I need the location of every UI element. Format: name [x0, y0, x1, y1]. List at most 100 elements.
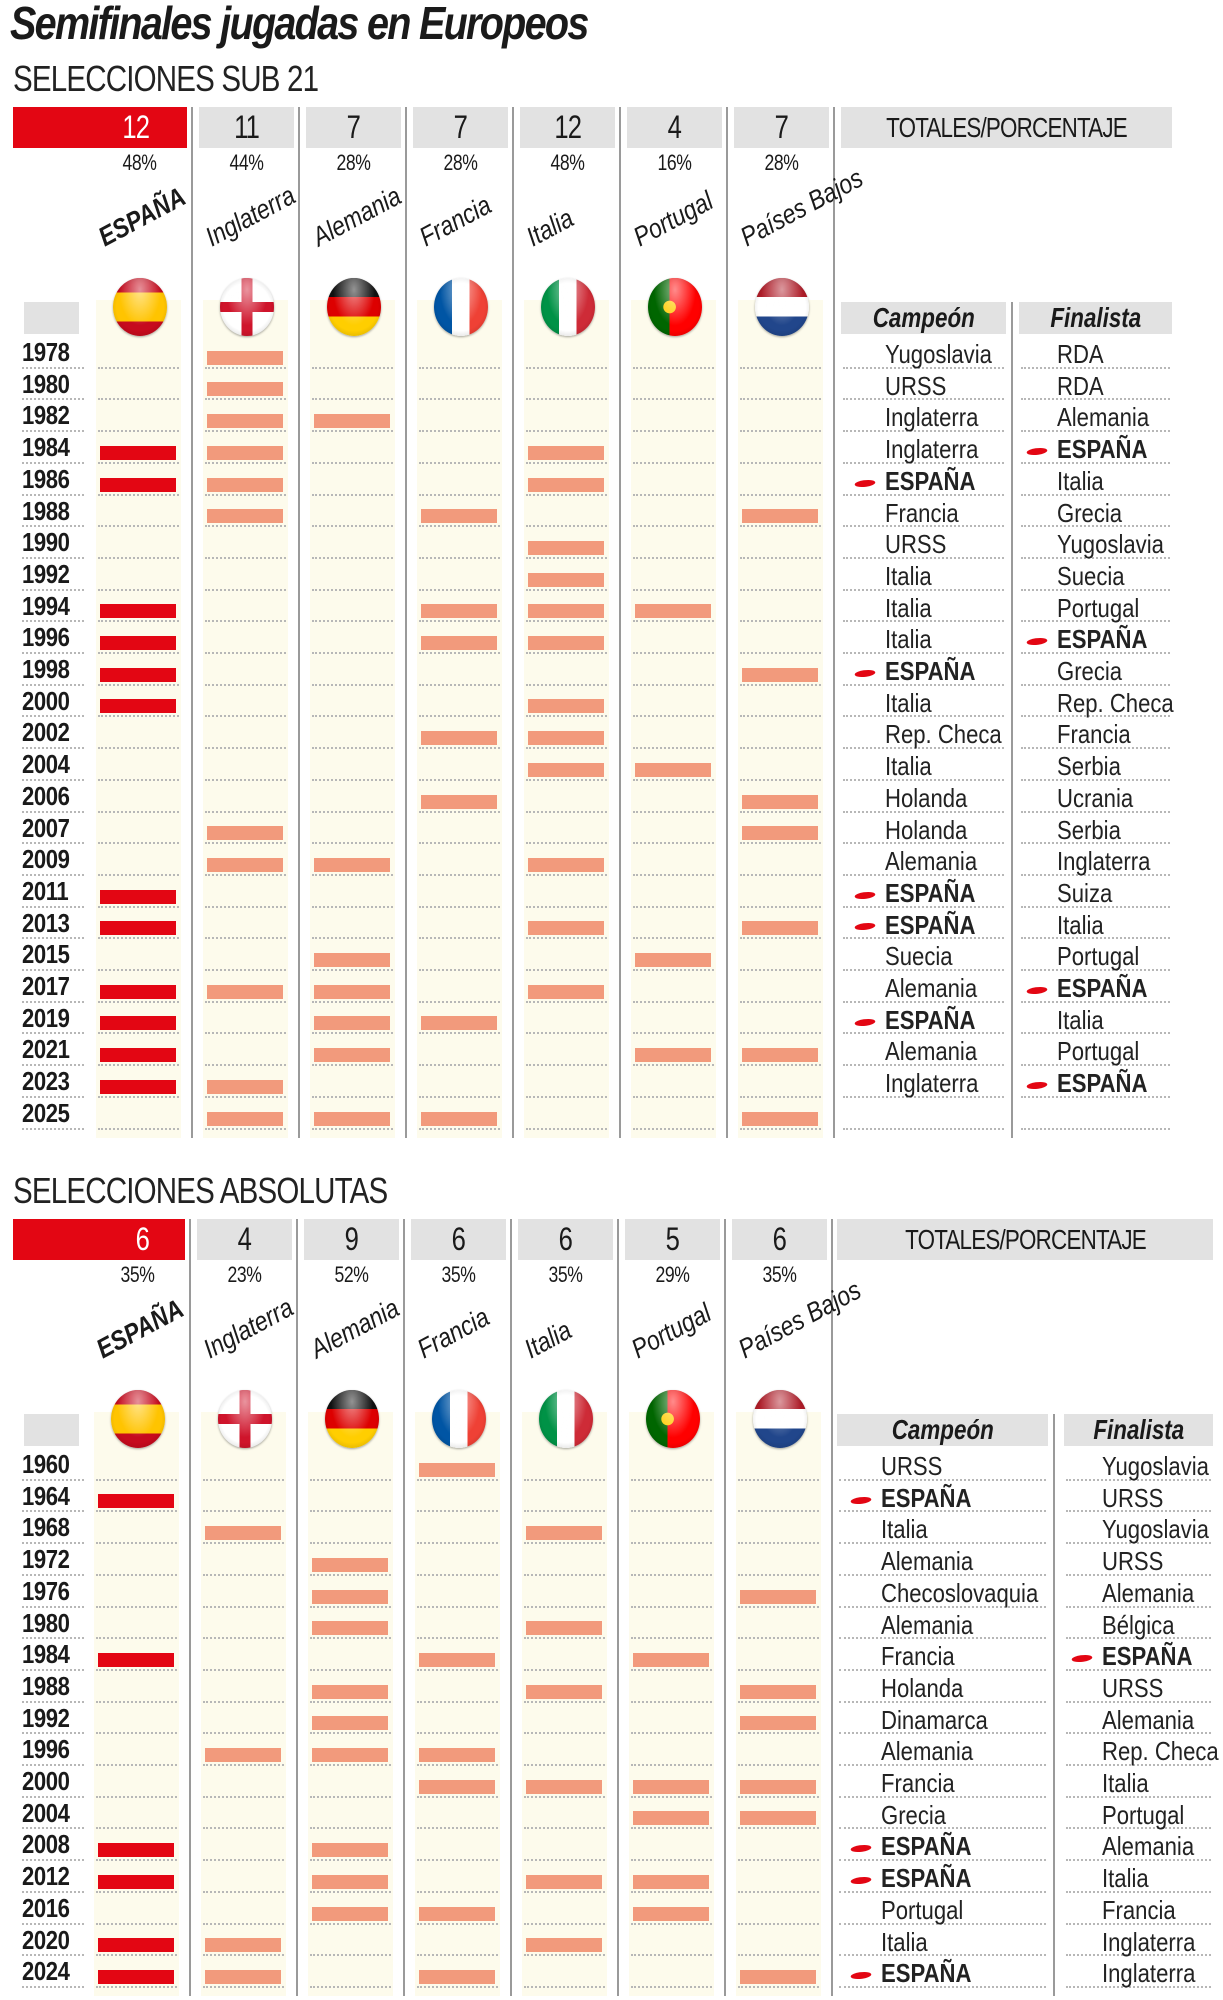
semifinal-bar-team [525, 1938, 602, 1953]
champion-name: ESPAÑA [881, 1863, 972, 1894]
total-box-5: 5 [625, 1219, 720, 1260]
semifinal-bar-team [206, 857, 283, 872]
row-divider [203, 1510, 284, 1513]
row-divider [312, 778, 393, 781]
row-divider [419, 683, 500, 686]
champion-name: Holanda [881, 1672, 964, 1703]
row-divider [1021, 1064, 1170, 1067]
row-divider [312, 366, 393, 369]
row-divider [1021, 778, 1170, 781]
row-divider [526, 937, 607, 940]
row-divider [633, 652, 714, 654]
row-divider [22, 1127, 84, 1130]
finalist-name: Francia [1057, 719, 1131, 750]
year-label: 1980 [22, 368, 70, 399]
row-divider [312, 652, 393, 654]
team-label: Inglaterra [200, 180, 301, 253]
row-divider [738, 1637, 819, 1640]
team-label: Portugal [628, 185, 719, 253]
year-label: 2016 [22, 1892, 70, 1923]
year-label: 2004 [22, 749, 70, 780]
row-divider [1021, 842, 1170, 845]
row-divider [205, 873, 286, 876]
row-divider [22, 747, 84, 750]
row-divider [96, 1510, 177, 1513]
row-divider [22, 1637, 84, 1640]
row-divider [526, 810, 607, 813]
row-divider [740, 715, 821, 718]
row-divider [526, 1064, 607, 1067]
finalist-name: Italia [1057, 465, 1104, 496]
year-label: 1992 [22, 1702, 70, 1733]
row-divider [843, 1032, 1004, 1035]
row-divider [1021, 1000, 1170, 1003]
row-divider [205, 1032, 286, 1035]
row-divider [843, 1127, 1004, 1130]
row-divider [633, 905, 714, 908]
row-divider [419, 873, 500, 876]
row-divider [843, 969, 1004, 971]
finalist-name: Yugoslavia [1102, 1451, 1209, 1481]
row-divider [205, 620, 286, 623]
row-divider [839, 1954, 1046, 1957]
champion-name: Inglaterra [885, 1068, 979, 1099]
semifinal-bar-team [311, 1716, 388, 1731]
row-divider [205, 1095, 286, 1098]
row-divider [843, 810, 1004, 813]
row-divider [839, 1542, 1046, 1545]
semifinal-bar-team [527, 477, 604, 492]
row-divider [205, 778, 286, 781]
row-divider [1021, 937, 1170, 940]
row-divider [22, 1985, 84, 1988]
semifinal-bar-spain [99, 1079, 176, 1094]
row-divider [839, 1478, 1046, 1481]
total-box-1: 4 [197, 1219, 292, 1260]
team-label: Francia [414, 189, 497, 253]
finalist-name: Suiza [1057, 877, 1113, 908]
spain-highlight-mark-icon [1025, 985, 1049, 996]
row-divider [98, 683, 179, 686]
champion-name: Holanda [885, 814, 968, 845]
row-divider [524, 1827, 605, 1830]
row-divider [738, 1827, 819, 1830]
champion-name: Italia [885, 560, 932, 591]
row-divider [633, 873, 714, 876]
year-label: 2023 [22, 1066, 70, 1097]
row-divider [526, 556, 607, 559]
row-divider [740, 810, 821, 813]
row-divider [312, 1000, 393, 1003]
year-label: 2021 [22, 1034, 70, 1065]
semifinal-bar-team [206, 1079, 283, 1094]
row-divider [839, 1985, 1046, 1988]
semifinal-bar-team [527, 857, 604, 872]
row-divider [1066, 1954, 1211, 1957]
row-divider [205, 398, 286, 401]
total-percentage: 35% [548, 1262, 583, 1287]
row-divider [98, 715, 179, 718]
row-divider [633, 842, 714, 845]
row-divider [740, 588, 821, 591]
row-divider [203, 1605, 284, 1608]
row-divider [526, 905, 607, 908]
spain-highlight-mark-icon [1025, 1080, 1049, 1091]
column-separator [191, 107, 193, 1138]
row-divider [98, 493, 179, 496]
semifinal-bar-team [632, 1779, 709, 1794]
champion-name: ESPAÑA [885, 1004, 976, 1035]
champion-name: Francia [881, 1641, 955, 1672]
semifinal-bar-team [634, 762, 711, 777]
row-divider [203, 1922, 284, 1925]
row-divider [1021, 715, 1170, 718]
row-divider [633, 493, 714, 496]
semifinal-bar-team [739, 1811, 816, 1826]
total-count: 7 [453, 109, 468, 145]
total-percentage: 52% [334, 1262, 369, 1287]
row-divider [1066, 1985, 1211, 1988]
germany-flag-icon [324, 1390, 379, 1448]
team-column-bg [631, 300, 716, 1138]
row-divider [205, 430, 286, 433]
row-divider [738, 1890, 819, 1893]
champion-name: Francia [885, 497, 959, 528]
semifinal-bar-team [741, 1111, 818, 1126]
champion-name: Suecia [885, 941, 953, 972]
